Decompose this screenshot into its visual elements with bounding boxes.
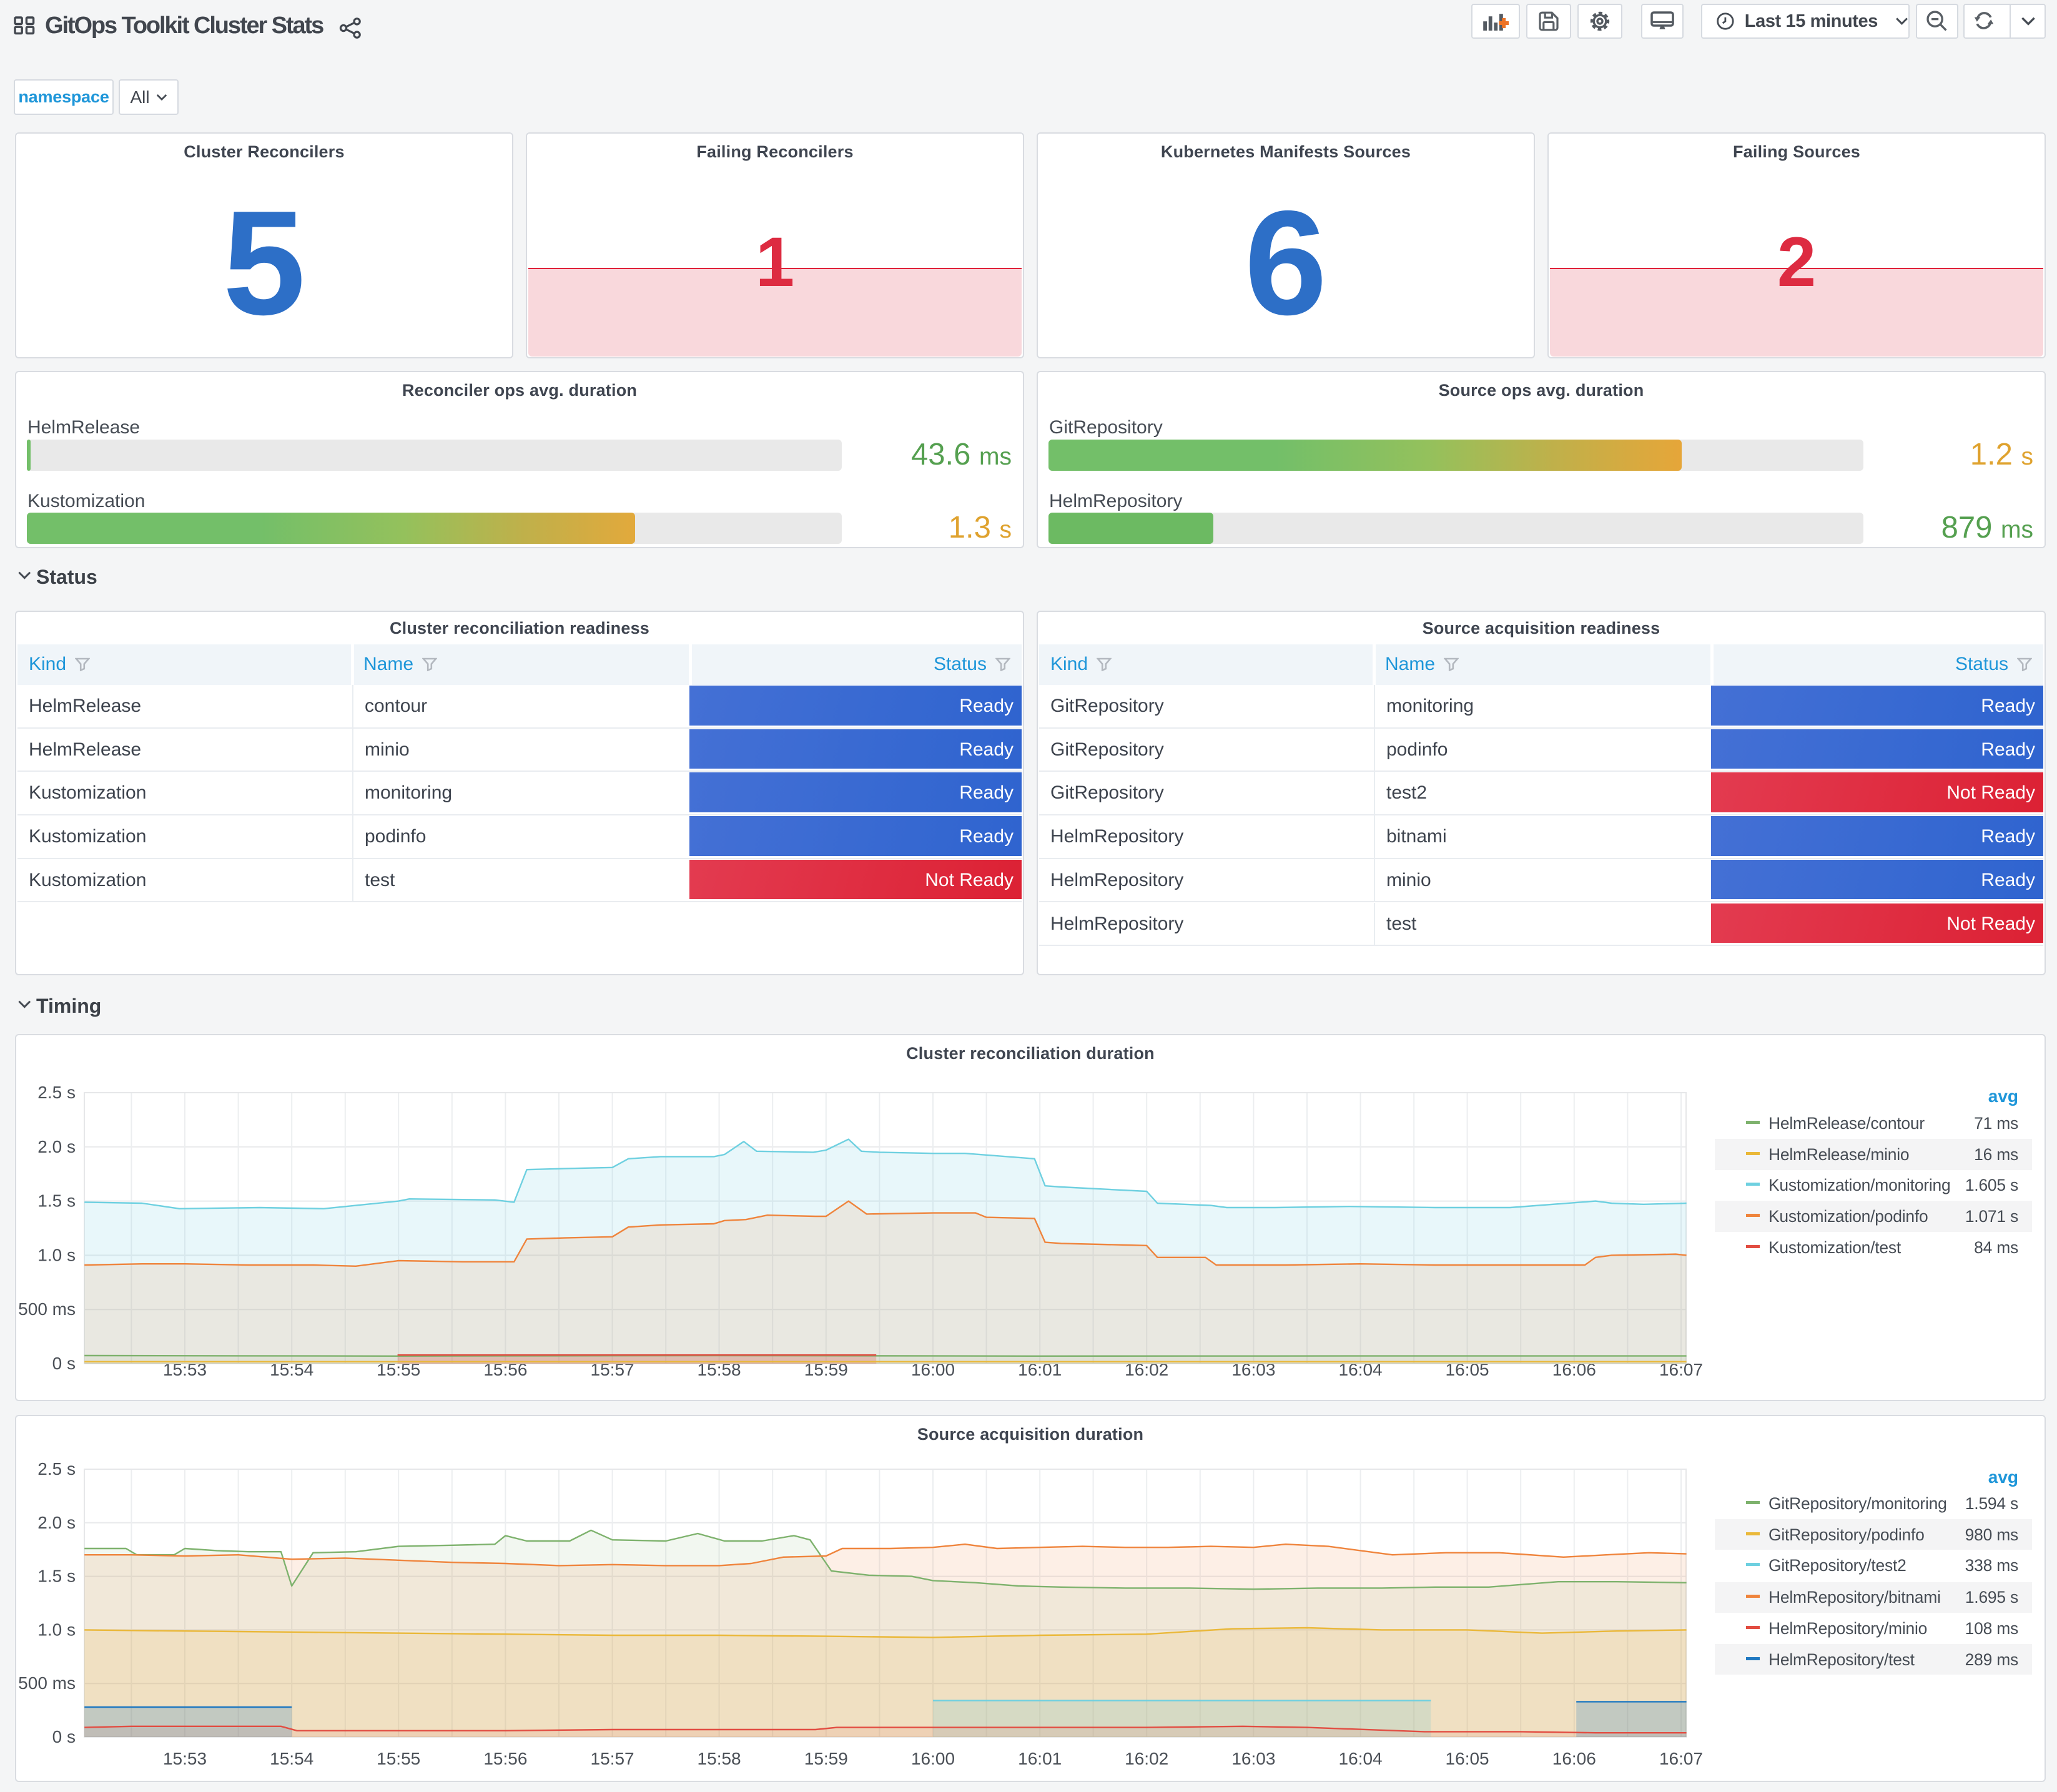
svg-text:2.0 s: 2.0 s xyxy=(37,1137,76,1156)
svg-text:16:04: 16:04 xyxy=(1339,1749,1383,1768)
svg-text:0 s: 0 s xyxy=(52,1354,76,1373)
svg-text:16:07: 16:07 xyxy=(1659,1749,1703,1768)
svg-text:1.0 s: 1.0 s xyxy=(37,1245,76,1264)
svg-text:500 ms: 500 ms xyxy=(18,1673,76,1693)
svg-text:15:54: 15:54 xyxy=(270,1749,313,1768)
svg-text:16:06: 16:06 xyxy=(1552,1749,1596,1768)
svg-text:500 ms: 500 ms xyxy=(18,1299,76,1319)
svg-text:1.5 s: 1.5 s xyxy=(37,1567,76,1586)
svg-text:16:02: 16:02 xyxy=(1125,1749,1168,1768)
svg-text:2.0 s: 2.0 s xyxy=(37,1513,76,1532)
svg-text:15:56: 15:56 xyxy=(483,1749,527,1768)
svg-text:16:05: 16:05 xyxy=(1446,1749,1489,1768)
svg-text:15:57: 15:57 xyxy=(591,1749,634,1768)
svg-text:2.5 s: 2.5 s xyxy=(37,1459,76,1479)
svg-text:16:00: 16:00 xyxy=(911,1749,955,1768)
svg-text:16:03: 16:03 xyxy=(1231,1749,1275,1768)
svg-text:1.5 s: 1.5 s xyxy=(37,1191,76,1211)
svg-text:0 s: 0 s xyxy=(52,1727,76,1746)
svg-text:15:58: 15:58 xyxy=(698,1749,741,1768)
svg-text:2.5 s: 2.5 s xyxy=(37,1083,76,1102)
svg-text:15:55: 15:55 xyxy=(377,1749,420,1768)
svg-text:15:53: 15:53 xyxy=(163,1749,207,1768)
svg-text:1.0 s: 1.0 s xyxy=(37,1620,76,1639)
svg-text:15:59: 15:59 xyxy=(804,1749,848,1768)
svg-text:16:01: 16:01 xyxy=(1018,1749,1062,1768)
